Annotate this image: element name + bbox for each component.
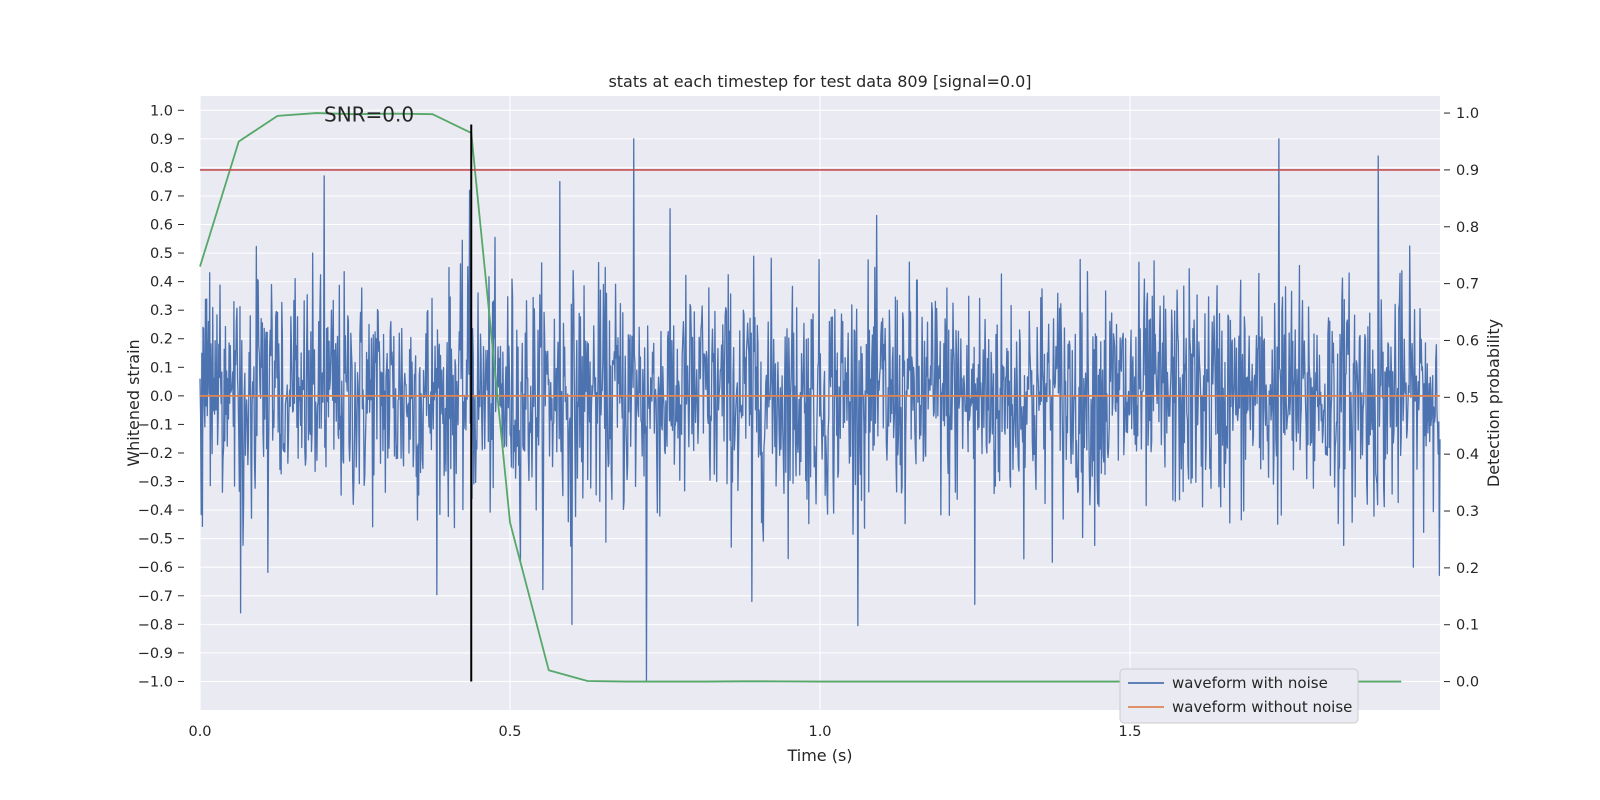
y-left-tick-label: 0.5	[150, 246, 173, 262]
y-right-tick-label: 0.8	[1456, 220, 1479, 236]
y-left-tick-label: 0.1	[150, 360, 173, 376]
x-tick-label: 1.5	[1118, 724, 1141, 740]
y-left-axis-label: Whitened strain	[124, 339, 143, 466]
x-axis-label: Time (s)	[786, 746, 852, 765]
y-left-tick-label: −0.8	[138, 617, 173, 633]
x-tick-label: 1.0	[808, 724, 831, 740]
y-left-tick-label: −0.5	[138, 532, 173, 548]
y-right-tick-label: 0.4	[1456, 447, 1479, 463]
y-right-tick-label: 0.5	[1456, 390, 1479, 406]
y-right-tick-label: 0.1	[1456, 618, 1479, 634]
y-right-tick-label: 0.2	[1456, 561, 1479, 577]
y-left-tick-label: 0.2	[150, 332, 173, 348]
snr-annotation: SNR=0.0	[324, 103, 414, 127]
legend: waveform with noise waveform without noi…	[1119, 668, 1359, 724]
legend-label-waveform-without-noise: waveform without noise	[1172, 698, 1352, 716]
y-left-tick-label: 0.8	[150, 160, 173, 176]
y-right-tick-label: 0.3	[1456, 504, 1479, 520]
y-left-tick-label: 1.0	[150, 103, 173, 119]
series-line-waveform-with-noise	[199, 138, 1441, 683]
y-right-tick-label: 0.7	[1456, 277, 1479, 293]
y-left-tick-labels: 1.0 0.9 0.8 0.7 0.6 0.5 0.4 0.3 0.2 0.1 0.0 −0.1 −0.…	[138, 103, 184, 690]
chart-title: stats at each timestep for test data 809…	[608, 72, 1031, 91]
x-tick-label: 0.5	[498, 724, 521, 740]
y-left-tick-label: −0.7	[138, 589, 173, 605]
y-left-tick-label: 0.7	[150, 189, 173, 205]
y-left-tick-label: −0.2	[138, 446, 173, 462]
y-right-tick-label: 1.0	[1456, 106, 1479, 122]
y-left-tick-label: 0.3	[150, 303, 173, 319]
y-right-tick-labels: 1.0 0.9 0.8 0.7 0.6 0.5 0.4 0.3 0.2 0.1 0.0	[1444, 106, 1479, 691]
y-right-tick-label: 0.6	[1456, 333, 1479, 349]
y-left-tick-label: −0.9	[138, 646, 173, 662]
y-left-tick-label: 0.9	[150, 132, 173, 148]
y-right-tick-label: 0.0	[1456, 675, 1479, 691]
y-left-tick-label: 0.0	[150, 389, 173, 405]
y-right-axis-label: Detection probability	[1484, 319, 1503, 487]
y-right-tick-label: 0.9	[1456, 163, 1479, 179]
legend-box	[1119, 668, 1359, 724]
y-left-tick-label: −1.0	[138, 674, 173, 690]
y-left-tick-label: 0.4	[150, 275, 173, 291]
x-tick-labels: 0.0 0.5 1.0 1.5	[188, 724, 1141, 740]
y-left-tick-label: −0.6	[138, 560, 173, 576]
y-left-tick-label: −0.4	[138, 503, 173, 519]
grid-lines	[199, 96, 1440, 710]
legend-label-waveform-with-noise: waveform with noise	[1172, 674, 1328, 692]
y-left-tick-label: −0.3	[138, 475, 173, 491]
y-left-tick-label: 0.6	[150, 218, 173, 234]
x-tick-label: 0.0	[188, 724, 211, 740]
y-left-tick-label: −0.1	[138, 417, 173, 433]
